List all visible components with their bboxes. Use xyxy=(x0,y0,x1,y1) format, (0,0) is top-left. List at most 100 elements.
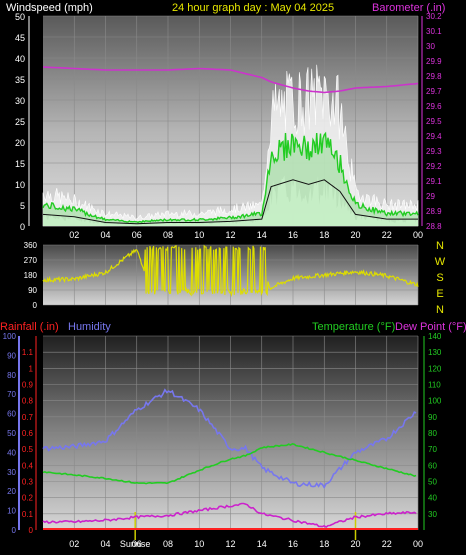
barometer-y-tick: 29.4 xyxy=(426,132,442,141)
wind-x-tick: 06 xyxy=(132,230,142,240)
humidity-y-tick: 70 xyxy=(7,390,16,399)
bottom-x-tick: 02 xyxy=(69,539,79,549)
compass-labels: N W S E N xyxy=(435,240,446,316)
temperature-series xyxy=(42,442,417,485)
wind-y-tick: 35 xyxy=(15,75,25,85)
avg-wind-series xyxy=(42,131,419,224)
rainfall-y-tick: 0.5 xyxy=(22,445,34,454)
wind-x-tick: 20 xyxy=(350,230,360,240)
barometer-y-tick: 28.8 xyxy=(426,222,442,231)
bottom-axes: 3040506070809010011012013014000.10.20.30… xyxy=(3,332,442,549)
compass-w: W xyxy=(435,256,446,268)
bottom-x-tick: 00 xyxy=(413,539,423,549)
wind-x-tick: 18 xyxy=(319,230,329,240)
wind-trace-series xyxy=(42,179,418,225)
humidity-y-tick: 40 xyxy=(7,448,16,457)
rainfall-y-tick: 0.3 xyxy=(22,478,34,487)
rainfall-y-tick: 0.6 xyxy=(22,429,34,438)
wind-x-tick: 12 xyxy=(225,230,235,240)
barometer-y-tick: 29.9 xyxy=(426,57,442,66)
humidity-label: Humidity xyxy=(68,321,111,333)
wind-y-tick: 10 xyxy=(15,180,25,190)
direction-y-tick: 270 xyxy=(24,256,38,265)
wind-x-tick: 02 xyxy=(69,230,79,240)
temperature-y-tick: 100 xyxy=(428,397,442,406)
wind-x-tick: 16 xyxy=(288,230,298,240)
wind-y-tick: 45 xyxy=(15,33,25,43)
wind-direction-series xyxy=(42,244,419,298)
humidity-y-tick: 20 xyxy=(7,487,16,496)
rainfall-y-tick: 0.2 xyxy=(22,494,34,503)
barometer-y-tick: 30.2 xyxy=(426,12,442,21)
temperature-y-tick: 110 xyxy=(428,381,441,390)
sunrise-label: Sunrise xyxy=(120,539,151,549)
humidity-y-tick: 10 xyxy=(7,507,16,516)
temperature-y-tick: 140 xyxy=(428,332,442,341)
temperature-y-tick: 30 xyxy=(428,510,437,519)
barometer-y-tick: 28.9 xyxy=(426,207,442,216)
rainfall-y-tick: 1 xyxy=(29,364,34,373)
wind-series xyxy=(42,64,419,227)
bottom-x-tick: 20 xyxy=(350,539,360,549)
rainfall-y-tick: 0.8 xyxy=(22,397,34,406)
wind-low-fill xyxy=(43,175,418,226)
humidity-y-tick: 0 xyxy=(12,526,17,535)
rainfall-y-tick: 1.1 xyxy=(22,348,34,357)
bottom-x-tick: 10 xyxy=(194,539,204,549)
chart-title: 24 hour graph day : May 04 2025 xyxy=(172,2,334,14)
temperature-y-tick: 70 xyxy=(428,445,437,454)
barometer-y-tick: 29.8 xyxy=(426,72,442,81)
wind-y-tick: 0 xyxy=(20,222,25,232)
barometer-y-tick: 29.3 xyxy=(426,147,442,156)
bottom-x-tick: 04 xyxy=(100,539,110,549)
temperature-y-tick: 40 xyxy=(428,494,437,503)
compass-n-top: N xyxy=(436,240,444,252)
temperature-y-tick: 50 xyxy=(428,478,437,487)
windspeed-label: Windspeed (mph) xyxy=(6,2,93,14)
direction-y-tick: 180 xyxy=(24,271,38,280)
rainfall-y-tick: 0 xyxy=(29,526,34,535)
humidity-y-tick: 30 xyxy=(7,468,16,477)
wind-grid xyxy=(43,15,419,227)
rainfall-y-tick: 0.9 xyxy=(22,381,34,390)
wind-x-tick: 14 xyxy=(257,230,267,240)
temperature-y-tick: 60 xyxy=(428,461,437,470)
barometer-y-tick: 29.1 xyxy=(426,177,442,186)
wind-y-tick: 15 xyxy=(15,159,25,169)
wind-x-tick: 10 xyxy=(194,230,204,240)
temperature-y-tick: 90 xyxy=(428,413,437,422)
wind-y-tick: 20 xyxy=(15,138,25,148)
humidity-y-tick: 80 xyxy=(7,371,16,380)
wind-x-tick: 08 xyxy=(163,230,173,240)
rainfall-y-tick: 0.4 xyxy=(22,461,34,470)
humidity-y-tick: 100 xyxy=(3,332,17,341)
bottom-x-tick: 08 xyxy=(163,539,173,549)
barometer-y-tick: 29.2 xyxy=(426,162,442,171)
direction-y-tick: 360 xyxy=(24,241,38,250)
wind-y-tick: 50 xyxy=(15,12,25,22)
bottom-x-tick: 16 xyxy=(288,539,298,549)
barometer-y-tick: 30.1 xyxy=(426,27,442,36)
wind-y-tick: 5 xyxy=(20,201,25,211)
wind-y-tick: 25 xyxy=(15,117,25,127)
direction-y-tick: 0 xyxy=(33,301,38,310)
wind-x-tick: 22 xyxy=(382,230,392,240)
temperature-label: Temperature (°F) xyxy=(312,321,395,333)
barometer-y-tick: 29.6 xyxy=(426,102,442,111)
humidity-y-tick: 50 xyxy=(7,429,16,438)
barometer-y-tick: 29.7 xyxy=(426,87,442,96)
barometer-series xyxy=(42,66,419,94)
barometer-y-tick: 29 xyxy=(426,192,435,201)
wind-x-tick: 04 xyxy=(100,230,110,240)
barometer-label: Barometer (.in) xyxy=(372,2,445,14)
bottom-series xyxy=(42,388,418,540)
wind-y-tick: 40 xyxy=(15,54,25,64)
barometer-y-tick: 29.5 xyxy=(426,117,442,126)
bottom-x-tick: 14 xyxy=(257,539,267,549)
bottom-grid xyxy=(43,335,419,530)
compass-e: E xyxy=(436,288,443,300)
humidity-y-tick: 90 xyxy=(7,351,16,360)
compass-s: S xyxy=(436,272,443,284)
direction-axes: 0 90 180 270 360 xyxy=(24,241,38,310)
